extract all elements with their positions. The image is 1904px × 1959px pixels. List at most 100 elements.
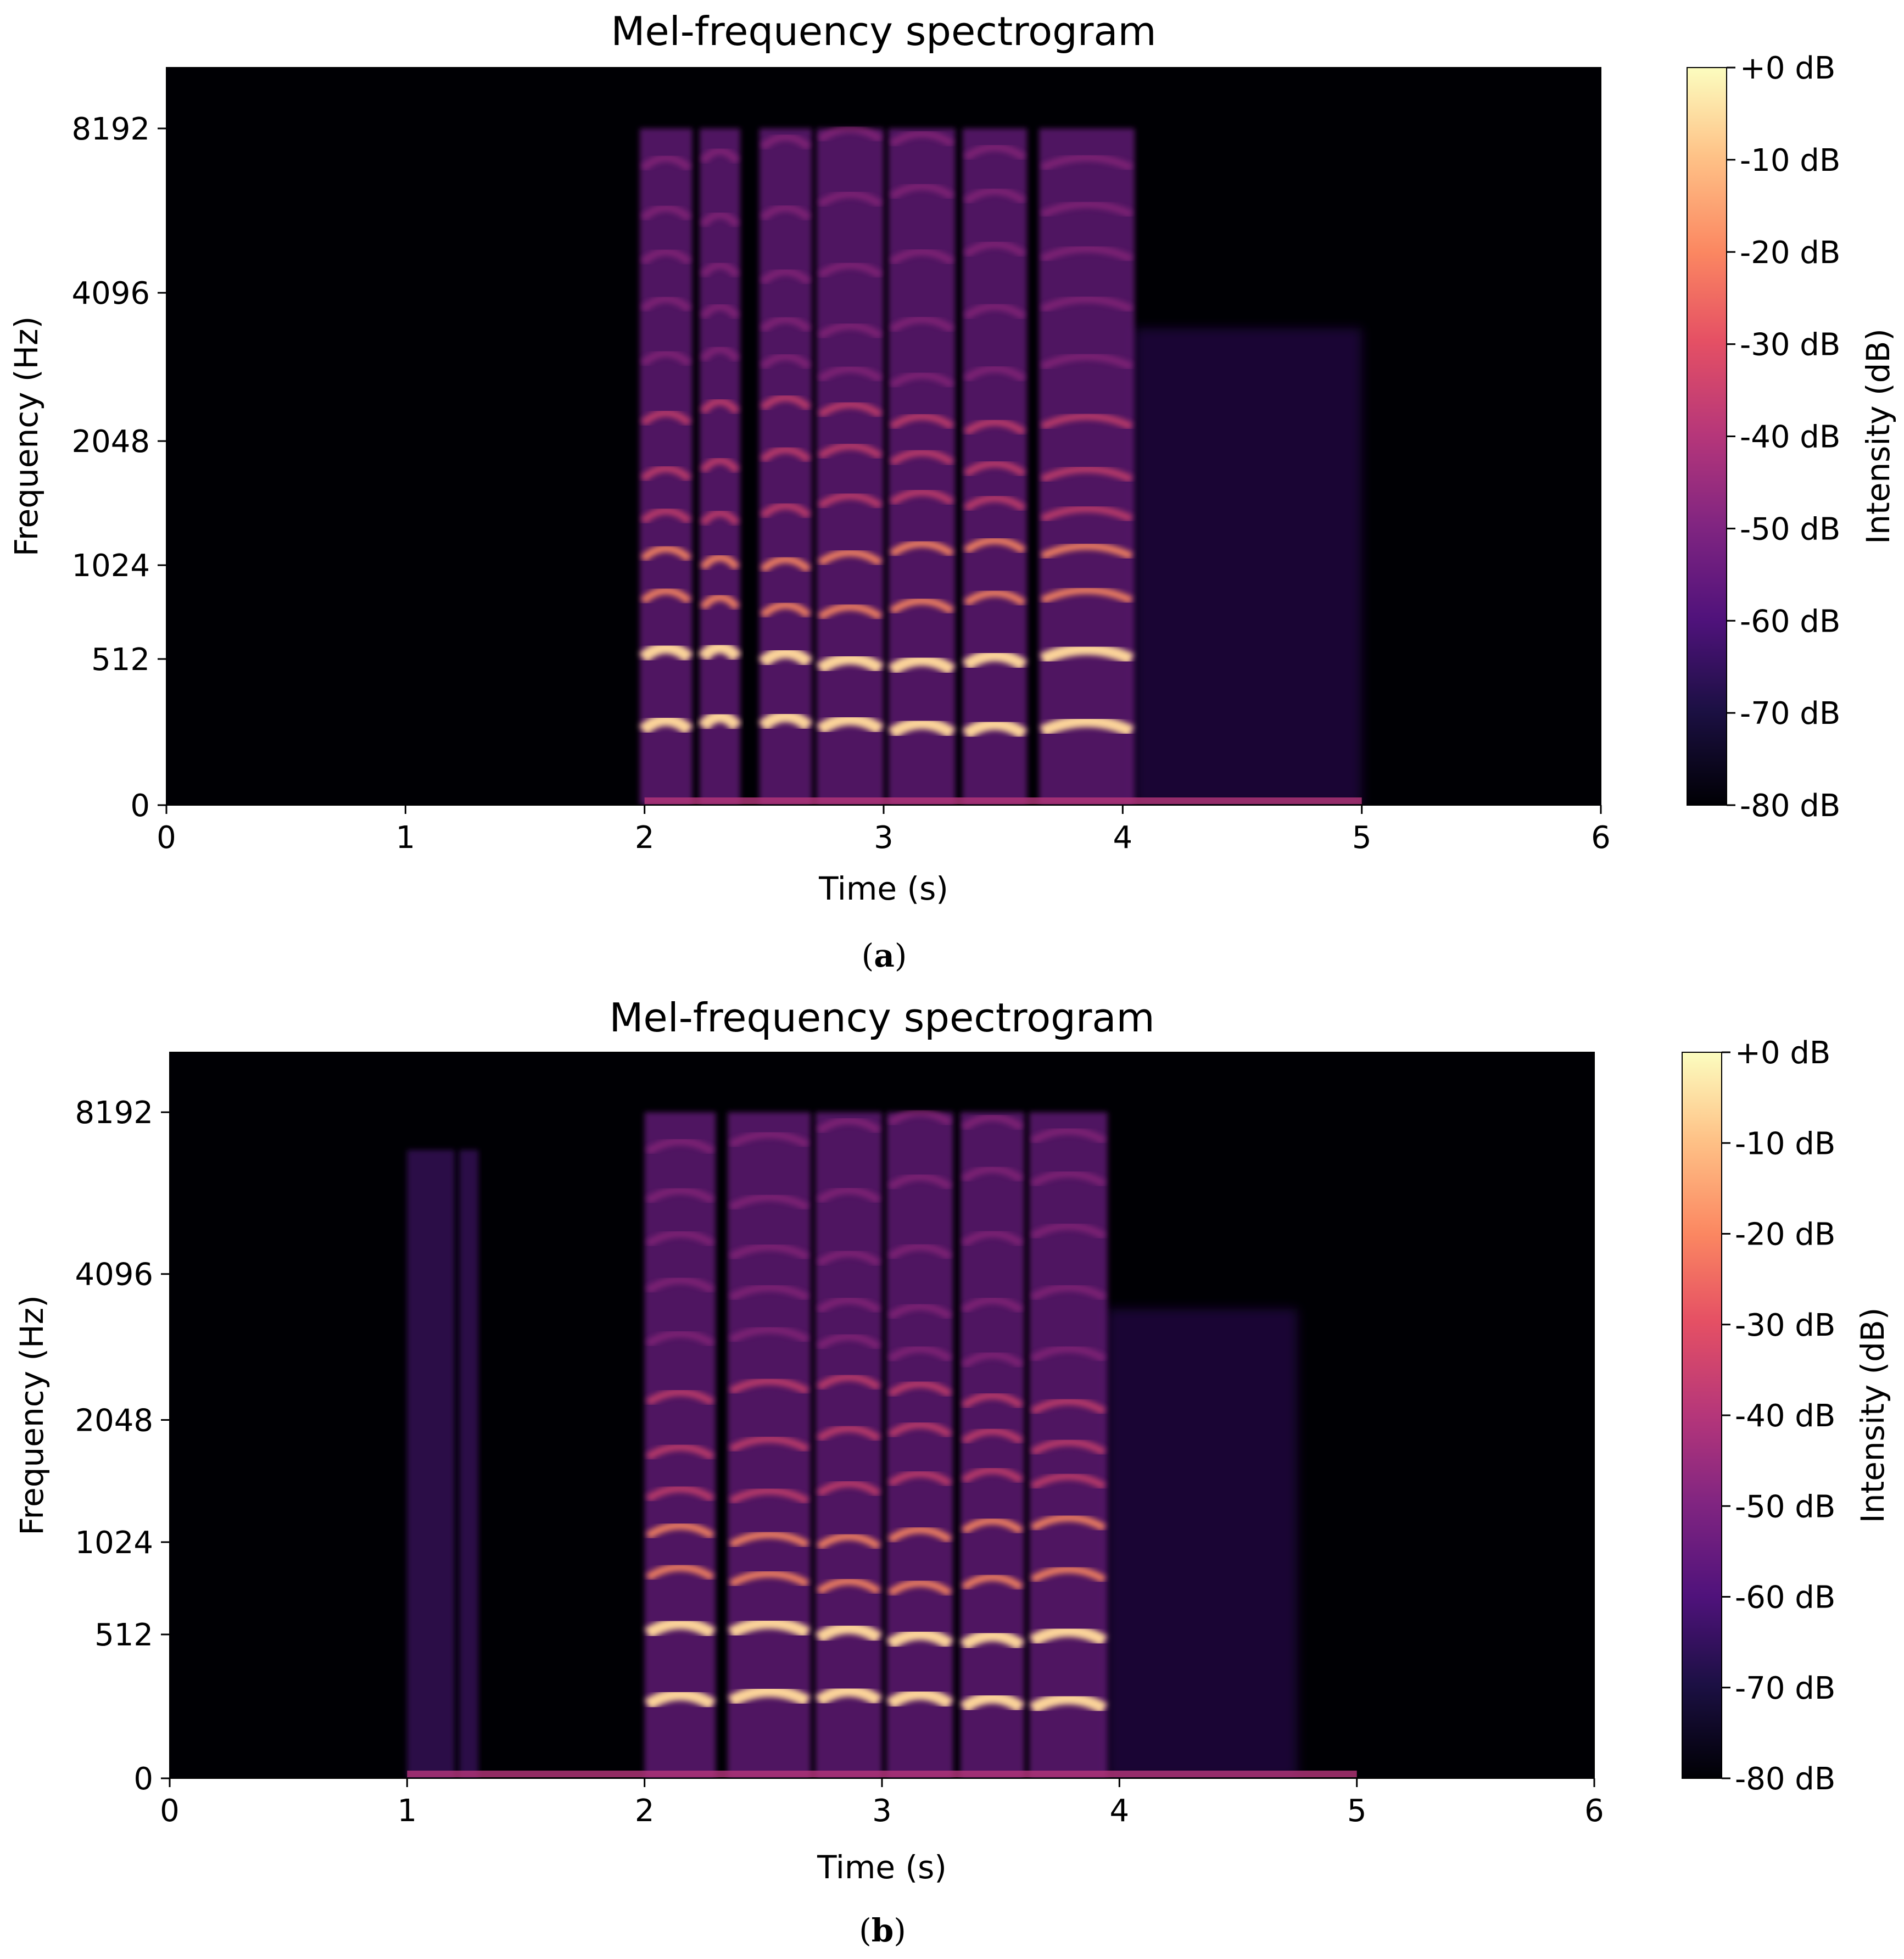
y-tick-label: 512 (91, 642, 150, 678)
y-axis-label: Frequency (Hz) (13, 1295, 51, 1535)
harmonic-band (816, 1296, 881, 1314)
colorbar-tick-label: -50 dB (1735, 1489, 1835, 1525)
harmonic-band (760, 353, 812, 370)
harmonic-band (640, 507, 692, 524)
harmonic-band (961, 1391, 1024, 1409)
x-tick-label: 1 (398, 1793, 417, 1829)
harmonic-band (1029, 1692, 1108, 1715)
harmonic-band (760, 267, 812, 285)
harmonic-band (645, 1484, 715, 1503)
harmonic-band (1030, 1514, 1107, 1532)
harmonic-band (889, 539, 954, 557)
speech-segment (888, 128, 956, 805)
low-frequency-line (407, 1771, 1357, 1777)
harmonic-band (760, 204, 812, 221)
colorbar-label: Intensity (dB) (1860, 328, 1897, 544)
colorbar-tick-label: -20 dB (1740, 235, 1840, 271)
harmonic-band (645, 1388, 715, 1406)
harmonic-band (816, 1117, 881, 1134)
harmonic-band (1040, 643, 1134, 665)
noise-region (1135, 328, 1362, 805)
harmonic-band (698, 710, 742, 731)
harmonic-band (961, 1229, 1024, 1247)
harmonic-band (700, 302, 740, 320)
burst-region (459, 1149, 479, 1778)
harmonic-band (700, 210, 740, 228)
y-tick-label: 8192 (75, 1095, 153, 1131)
colorbar-tick-label: -10 dB (1740, 143, 1840, 178)
harmonic-band (963, 365, 1026, 383)
harmonic-band (886, 1688, 953, 1710)
y-tick-label: 1024 (75, 1525, 153, 1561)
harmonic-band (961, 1466, 1024, 1484)
harmonic-band (1041, 465, 1134, 483)
harmonic-band (760, 501, 812, 519)
harmonic-band (889, 488, 954, 506)
harmonic-band (729, 1530, 809, 1548)
y-tick-label: 2048 (75, 1403, 153, 1438)
panel-caption-letter: a (874, 937, 895, 974)
harmonic-band (961, 1165, 1024, 1183)
harmonic-band (640, 349, 692, 367)
harmonic-band (729, 1570, 809, 1588)
harmonic-band (816, 1249, 881, 1267)
harmonic-band (818, 492, 883, 510)
x-tick-label: 6 (1584, 1793, 1604, 1829)
harmonic-band (700, 509, 740, 526)
colorbar-tick-label: -30 dB (1735, 1308, 1835, 1343)
harmonic-band (700, 261, 740, 278)
harmonic-band (818, 365, 883, 383)
harmonic-band (887, 1579, 952, 1597)
chart-title: Mel-frequency spectrogram (611, 8, 1156, 54)
colorbar-tick-label: -80 dB (1740, 788, 1840, 824)
harmonic-band (729, 1193, 809, 1211)
harmonic-band (887, 1173, 952, 1191)
harmonic-band (886, 1628, 953, 1650)
harmonic-band (1041, 352, 1134, 371)
colorbar-tick-label: -50 dB (1740, 511, 1840, 547)
harmonic-band (640, 154, 692, 172)
harmonic-band (963, 240, 1026, 258)
harmonic-band (760, 445, 812, 464)
harmonic-band (700, 593, 740, 611)
harmonic-band (760, 601, 812, 618)
harmonic-band (700, 553, 740, 571)
harmonic-band (729, 1283, 809, 1302)
harmonic-band (639, 641, 694, 663)
harmonic-band (961, 1517, 1024, 1534)
harmonic-band (639, 714, 694, 735)
x-tick-label: 2 (635, 1793, 655, 1829)
colorbar-tick-label: -30 dB (1740, 327, 1840, 363)
colorbar-tick-label: -80 dB (1735, 1761, 1835, 1797)
harmonic-band (887, 1302, 952, 1320)
harmonic-band (640, 409, 692, 427)
harmonic-band (888, 717, 956, 739)
x-tick-label: 3 (872, 1793, 892, 1829)
harmonic-band (640, 204, 692, 221)
spectrogram-heatmap (407, 1108, 1357, 1778)
x-tick-label: 0 (157, 820, 176, 856)
harmonic-band (963, 418, 1026, 436)
colorbar-tick-label: -40 dB (1735, 1398, 1835, 1434)
harmonic-band (963, 187, 1026, 205)
harmonic-band (889, 371, 954, 389)
harmonic-band (887, 1108, 952, 1126)
harmonic-band (961, 1113, 1024, 1131)
noise-region (1107, 1309, 1298, 1778)
harmonic-band (700, 398, 740, 415)
harmonic-band (1030, 1397, 1107, 1415)
harmonic-band (644, 1688, 716, 1710)
harmonic-band (1041, 244, 1134, 263)
harmonic-band (1041, 586, 1134, 604)
harmonic-band (760, 555, 812, 573)
harmonic-band (889, 315, 954, 333)
harmonic-band (640, 465, 692, 482)
harmonic-band (645, 1443, 715, 1461)
x-tick-label: 3 (874, 820, 894, 856)
colorbar-tick-label: -70 dB (1735, 1671, 1835, 1706)
harmonic-band (818, 400, 883, 418)
harmonic-band (889, 412, 954, 430)
harmonic-band (760, 394, 812, 411)
colorbar-tick-label: +0 dB (1740, 51, 1835, 86)
